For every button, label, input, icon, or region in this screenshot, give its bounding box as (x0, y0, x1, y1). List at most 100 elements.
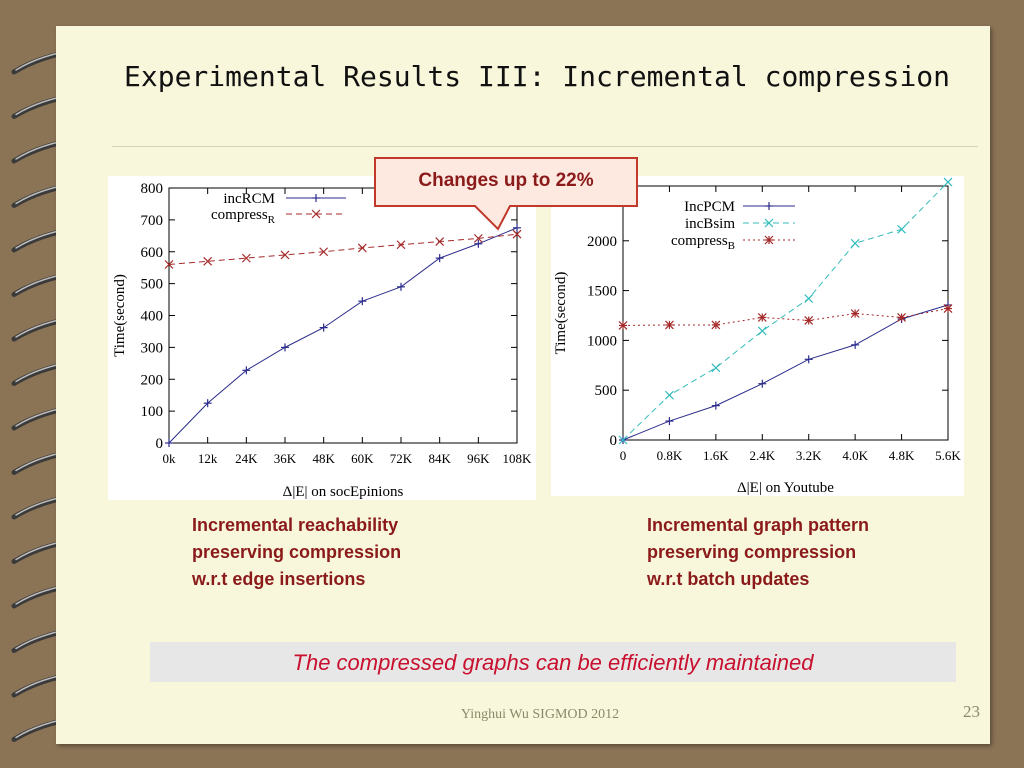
series-compress (164, 229, 522, 269)
data-point (241, 253, 251, 263)
caption-left: Incremental reachability preserving comp… (192, 512, 492, 593)
legend-subscript: R (268, 214, 276, 226)
x-tick-label: 84K (428, 451, 451, 466)
data-point (897, 313, 906, 322)
data-point (397, 282, 405, 291)
x-tick-label: 0k (163, 451, 177, 466)
series-incbsim (618, 177, 953, 445)
conclusion-banner: The compressed graphs can be efficiently… (150, 642, 956, 682)
x-tick-label: 60K (351, 451, 374, 466)
x-tick-label: 2.4K (749, 448, 775, 463)
data-point (943, 177, 953, 187)
legend-label: incRCM (223, 191, 275, 207)
caption-left-line: w.r.t edge insertions (192, 569, 366, 589)
data-point (804, 294, 814, 303)
data-point (319, 323, 328, 332)
y-tick-label: 600 (141, 245, 164, 261)
data-point (203, 256, 213, 266)
legend-subscript: B (728, 240, 735, 252)
caption-right-line: w.r.t batch updates (647, 569, 810, 589)
data-point (711, 320, 721, 330)
conclusion-text: The compressed graphs can be efficiently… (292, 650, 814, 675)
y-tick-label: 500 (141, 277, 164, 293)
series-line (168, 227, 518, 444)
x-tick-label: 3.2K (796, 448, 822, 463)
y-tick-label: 0 (610, 433, 618, 449)
y-tick-label: 0 (156, 436, 164, 452)
legend-entry: IncPCM (684, 199, 795, 215)
caption-right-line: preserving compression (647, 542, 857, 562)
x-tick-label: 12k (198, 451, 218, 466)
x-tick-label: 0 (620, 448, 627, 463)
slide-title: Experimental Results III: Incremental co… (124, 60, 951, 93)
caption-left-line: Incremental reachability (192, 515, 399, 535)
y-tick-label: 400 (141, 309, 164, 325)
x-tick-label: 0.8K (657, 448, 683, 463)
data-point (512, 229, 522, 239)
legend-label: compressB (671, 233, 735, 252)
chart-socepinions: 0 100 200 300 400 500 600 700 800 0k 12k 24K 36K 48K 6… (108, 176, 536, 500)
legend-entry: compressB (671, 233, 795, 252)
caption-right: Incremental graph pattern preserving com… (647, 512, 967, 593)
x-tick-label: 48K (312, 451, 335, 466)
chart-socepinions-plot: 0 100 200 300 400 500 600 700 800 0k 12k 24K 36K 48K 6… (112, 181, 533, 500)
series-line (622, 304, 949, 441)
data-point (665, 320, 674, 330)
data-point (665, 390, 674, 400)
title-divider (112, 146, 978, 147)
x-tick-label: 1.6K (703, 448, 729, 463)
data-point (618, 321, 628, 330)
y-tick-label: 700 (141, 213, 164, 229)
y-axis-label: Time(second) (112, 274, 128, 357)
data-point (943, 304, 953, 313)
data-point (280, 250, 290, 260)
data-point (396, 240, 406, 250)
x-tick-label: 4.8K (889, 448, 915, 463)
data-point (711, 401, 720, 410)
data-point (435, 237, 445, 246)
chart-youtube-plot: 0 500 1000 1500 2000 0 0.8K 1.6K 2.4K 3.2K 4.0K 4.8… (553, 177, 961, 496)
x-tick-label: 5.6K (935, 448, 961, 463)
y-tick-label: 100 (141, 404, 164, 420)
y-tick-label: 200 (141, 372, 164, 388)
data-point (474, 239, 483, 248)
legend-entry: compressR (211, 207, 346, 226)
y-tick-label: 1000 (587, 333, 617, 349)
data-point (711, 363, 721, 373)
x-tick-label: 72K (390, 451, 413, 466)
data-point (203, 399, 212, 408)
x-tick-label: 4.0K (842, 448, 868, 463)
data-point (757, 313, 767, 322)
legend-entry: incBsim (685, 216, 795, 232)
x-axis-label: Δ|E| on socEpinions (283, 484, 404, 500)
data-point (319, 247, 329, 257)
data-point (757, 326, 767, 336)
data-point (357, 243, 367, 253)
legend-label: incBsim (685, 216, 735, 232)
data-point (618, 435, 628, 445)
data-point (165, 439, 173, 447)
data-point (358, 297, 367, 306)
data-point (897, 224, 906, 234)
y-tick-label: 2000 (587, 234, 617, 250)
plot-frame (622, 185, 949, 441)
data-point (758, 379, 767, 388)
page-number: 23 (963, 702, 980, 721)
footer-credit: Yinghui Wu SIGMOD 2012 (460, 707, 620, 722)
caption-left-line: preserving compression (192, 542, 402, 562)
data-point (164, 260, 174, 269)
y-tick-label: 1500 (587, 284, 617, 300)
y-tick-label: 800 (141, 181, 164, 197)
data-point (804, 355, 813, 364)
legend-entry: incRCM (223, 191, 346, 207)
data-point (850, 309, 860, 318)
series-line (168, 233, 518, 265)
legend-label: compressR (211, 207, 276, 226)
x-axis-label: Δ|E| on Youtube (737, 480, 834, 496)
data-point (513, 223, 521, 232)
y-tick-label: 500 (595, 383, 618, 399)
x-tick-label: 108K (503, 451, 533, 466)
callout-box (374, 157, 638, 231)
data-point (242, 366, 251, 375)
x-tick-label: 24K (235, 451, 258, 466)
